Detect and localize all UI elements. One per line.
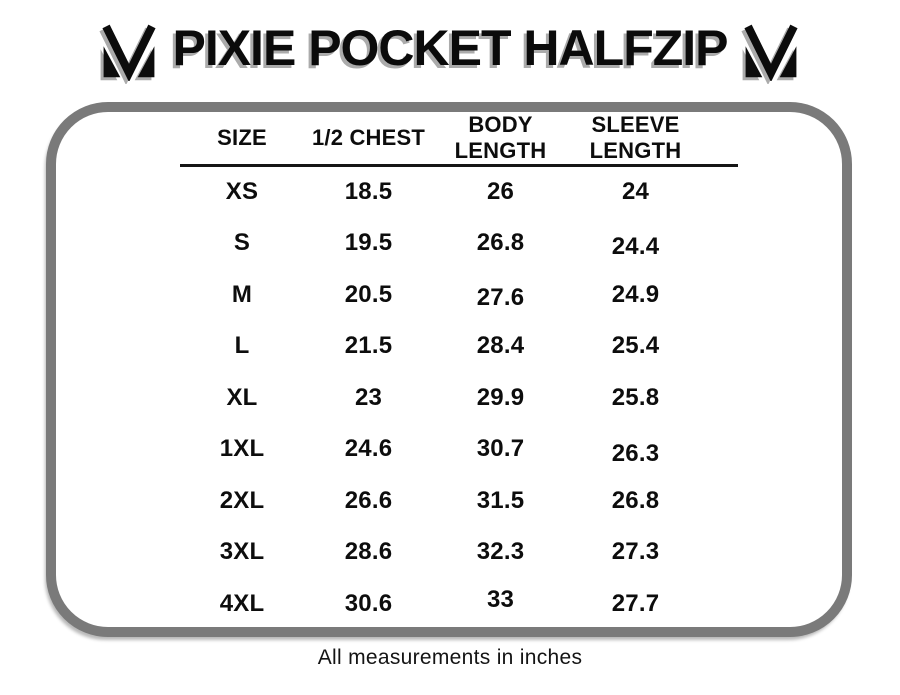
body-length-value: 27.6 bbox=[476, 283, 525, 311]
brand-monogram-icon bbox=[98, 19, 160, 83]
half-chest-value: 24.6 bbox=[344, 435, 393, 463]
sleeve-length-value: 25.8 bbox=[611, 383, 660, 411]
body-length-value: 26.8 bbox=[476, 229, 525, 257]
body-length-value: 31.5 bbox=[476, 486, 525, 514]
sleeve-length-value: 26.3 bbox=[611, 440, 660, 468]
table-row-xl: XL 23 29.9 25.8 bbox=[180, 372, 703, 424]
size-label: L bbox=[234, 332, 250, 360]
size-label: S bbox=[233, 229, 251, 257]
sleeve-length-value: 27.3 bbox=[611, 538, 660, 566]
size-label: 1XL bbox=[219, 435, 265, 463]
title-bar: PIXIE POCKET HALFZIP bbox=[0, 14, 900, 86]
body-length-value: 28.4 bbox=[476, 332, 525, 360]
sleeve-length-value: 24 bbox=[621, 177, 650, 205]
table-row-4xl: 4XL 30.6 33 27.7 bbox=[180, 578, 703, 630]
brand-monogram-icon bbox=[740, 19, 802, 83]
body-length-value: 26 bbox=[486, 177, 515, 205]
size-label: XL bbox=[226, 383, 258, 411]
sleeve-length-value: 25.4 bbox=[611, 332, 660, 360]
table-row-3xl: 3XL 28.6 32.3 27.3 bbox=[180, 527, 703, 579]
page-title: PIXIE POCKET HALFZIP bbox=[172, 20, 728, 76]
sleeve-length-value: 24.9 bbox=[611, 280, 660, 308]
measurements-note: All measurements in inches bbox=[317, 646, 583, 669]
half-chest-value: 28.6 bbox=[344, 538, 393, 566]
half-chest-value: 30.6 bbox=[344, 589, 393, 617]
table-row-2xl: 2XL 26.6 31.5 26.8 bbox=[180, 475, 703, 527]
table-row-s: S 19.5 26.8 24.4 bbox=[180, 218, 703, 270]
size-label: M bbox=[231, 280, 253, 308]
size-chart-frame bbox=[46, 102, 852, 637]
body-length-value: 33 bbox=[486, 585, 515, 613]
body-length-value: 29.9 bbox=[476, 383, 525, 411]
column-header-half-chest: 1/2 CHEST bbox=[311, 124, 426, 150]
half-chest-value: 19.5 bbox=[344, 229, 393, 257]
size-table-header: SIZE 1/2 CHEST BODY LENGTH SLEEVE LENGTH bbox=[180, 110, 703, 165]
size-label: 3XL bbox=[219, 538, 265, 566]
sleeve-length-value: 26.8 bbox=[611, 486, 660, 514]
sleeve-length-value: 27.7 bbox=[611, 589, 660, 617]
table-row-xs: XS 18.5 26 24 bbox=[180, 166, 703, 218]
sleeve-length-value: 24.4 bbox=[611, 233, 660, 261]
half-chest-value: 21.5 bbox=[344, 332, 393, 360]
half-chest-value: 26.6 bbox=[344, 486, 393, 514]
body-length-value: 30.7 bbox=[476, 435, 525, 463]
size-label: 4XL bbox=[219, 589, 265, 617]
half-chest-value: 23 bbox=[354, 383, 383, 411]
table-row-l: L 21.5 28.4 25.4 bbox=[180, 321, 703, 373]
body-length-value: 32.3 bbox=[476, 538, 525, 566]
size-label: XS bbox=[225, 177, 259, 205]
size-table-body: XS 18.5 26 24 S 19.5 26.8 24.4 M 20.5 27… bbox=[180, 166, 703, 630]
table-row-m: M 20.5 27.6 24.9 bbox=[180, 269, 703, 321]
column-header-size: SIZE bbox=[217, 124, 267, 150]
size-label: 2XL bbox=[219, 486, 265, 514]
half-chest-value: 20.5 bbox=[344, 280, 393, 308]
half-chest-value: 18.5 bbox=[344, 177, 393, 205]
column-header-body-length: BODY LENGTH bbox=[454, 111, 547, 163]
column-header-sleeve-length: SLEEVE LENGTH bbox=[589, 111, 682, 163]
table-row-1xl: 1XL 24.6 30.7 26.3 bbox=[180, 424, 703, 476]
header-divider-line bbox=[180, 164, 738, 167]
